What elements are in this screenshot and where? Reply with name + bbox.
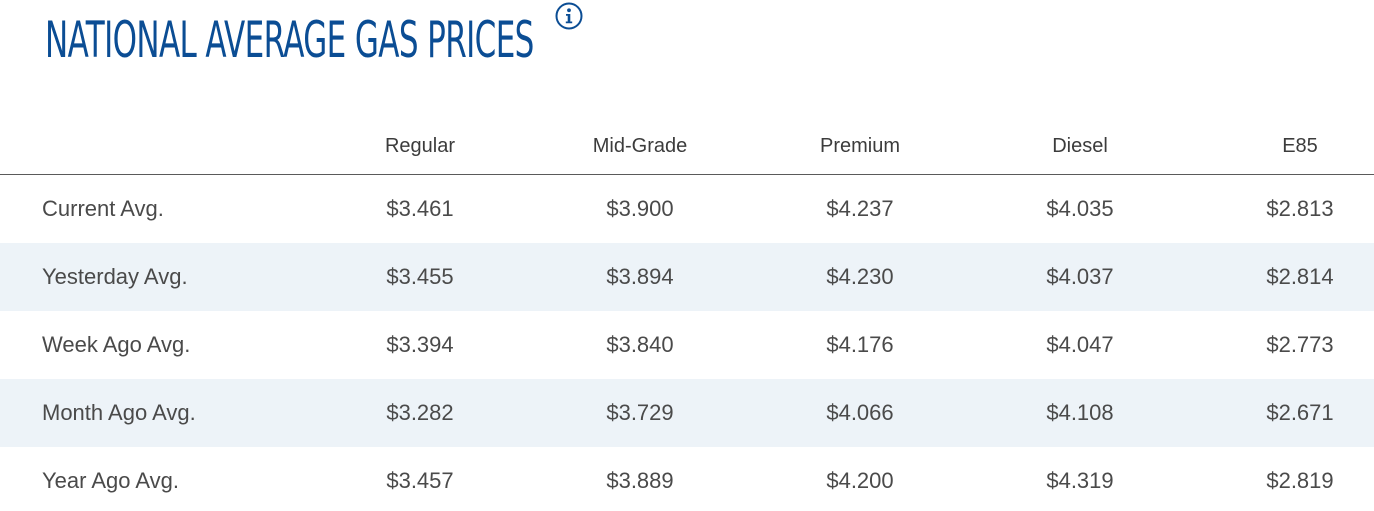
- table-header-row: Regular Mid-Grade Premium Diesel E85: [0, 118, 1374, 175]
- premium-price: $4.176: [826, 332, 894, 357]
- premium-price: $4.066: [750, 379, 970, 447]
- table-row: Year Ago Avg. $3.457 $3.889 $4.200 $4.31…: [0, 447, 1374, 511]
- mid-grade-price: $3.894: [530, 243, 750, 311]
- e85-price: $2.814: [1190, 243, 1374, 311]
- table-row: Yesterday Avg. $3.455 $3.894 $4.230 $4.0…: [0, 243, 1374, 311]
- page-title: NATIONAL AVERAGE GAS PRICES: [45, 11, 534, 69]
- premium-price: $4.200: [826, 468, 894, 493]
- e85-price: $2.671: [1190, 379, 1374, 447]
- column-header-diesel: Diesel: [970, 118, 1190, 175]
- column-header-mid-grade: Mid-Grade: [530, 118, 750, 175]
- column-header-label: [0, 118, 310, 175]
- regular-price: $3.394: [386, 332, 454, 357]
- mid-grade-price: $3.840: [606, 332, 674, 357]
- e85-price: $2.773: [1266, 332, 1334, 357]
- table-row: Current Avg. $3.461 $3.900 $4.237 $4.035…: [0, 175, 1374, 244]
- diesel-price: $4.035: [1046, 196, 1114, 221]
- regular-price: $3.461: [386, 196, 454, 221]
- row-label: Yesterday Avg.: [0, 243, 310, 311]
- gas-prices-table: Regular Mid-Grade Premium Diesel E85 Cur…: [0, 118, 1374, 511]
- diesel-price: $4.037: [970, 243, 1190, 311]
- column-header-premium: Premium: [750, 118, 970, 175]
- e85-price: $2.819: [1266, 468, 1334, 493]
- table-row: Week Ago Avg. $3.394 $3.840 $4.176 $4.04…: [0, 311, 1374, 379]
- row-label: Week Ago Avg.: [42, 332, 191, 357]
- mid-grade-price: $3.729: [530, 379, 750, 447]
- regular-price: $3.455: [310, 243, 530, 311]
- premium-price: $4.237: [826, 196, 894, 221]
- regular-price: $3.282: [310, 379, 530, 447]
- page-header: NATIONAL AVERAGE GAS PRICES: [45, 10, 833, 70]
- column-header-regular: Regular: [310, 118, 530, 175]
- mid-grade-price: $3.889: [606, 468, 674, 493]
- diesel-price: $4.108: [970, 379, 1190, 447]
- diesel-price: $4.319: [1046, 468, 1114, 493]
- table-row: Month Ago Avg. $3.282 $3.729 $4.066 $4.1…: [0, 379, 1374, 447]
- row-label: Current Avg.: [42, 196, 164, 221]
- info-icon[interactable]: [555, 2, 583, 30]
- e85-price: $2.813: [1266, 196, 1334, 221]
- column-header-e85: E85: [1190, 118, 1374, 175]
- mid-grade-price: $3.900: [606, 196, 674, 221]
- row-label: Year Ago Avg.: [42, 468, 180, 493]
- diesel-price: $4.047: [1046, 332, 1114, 357]
- regular-price: $3.457: [386, 468, 454, 493]
- row-label: Month Ago Avg.: [0, 379, 310, 447]
- premium-price: $4.230: [750, 243, 970, 311]
